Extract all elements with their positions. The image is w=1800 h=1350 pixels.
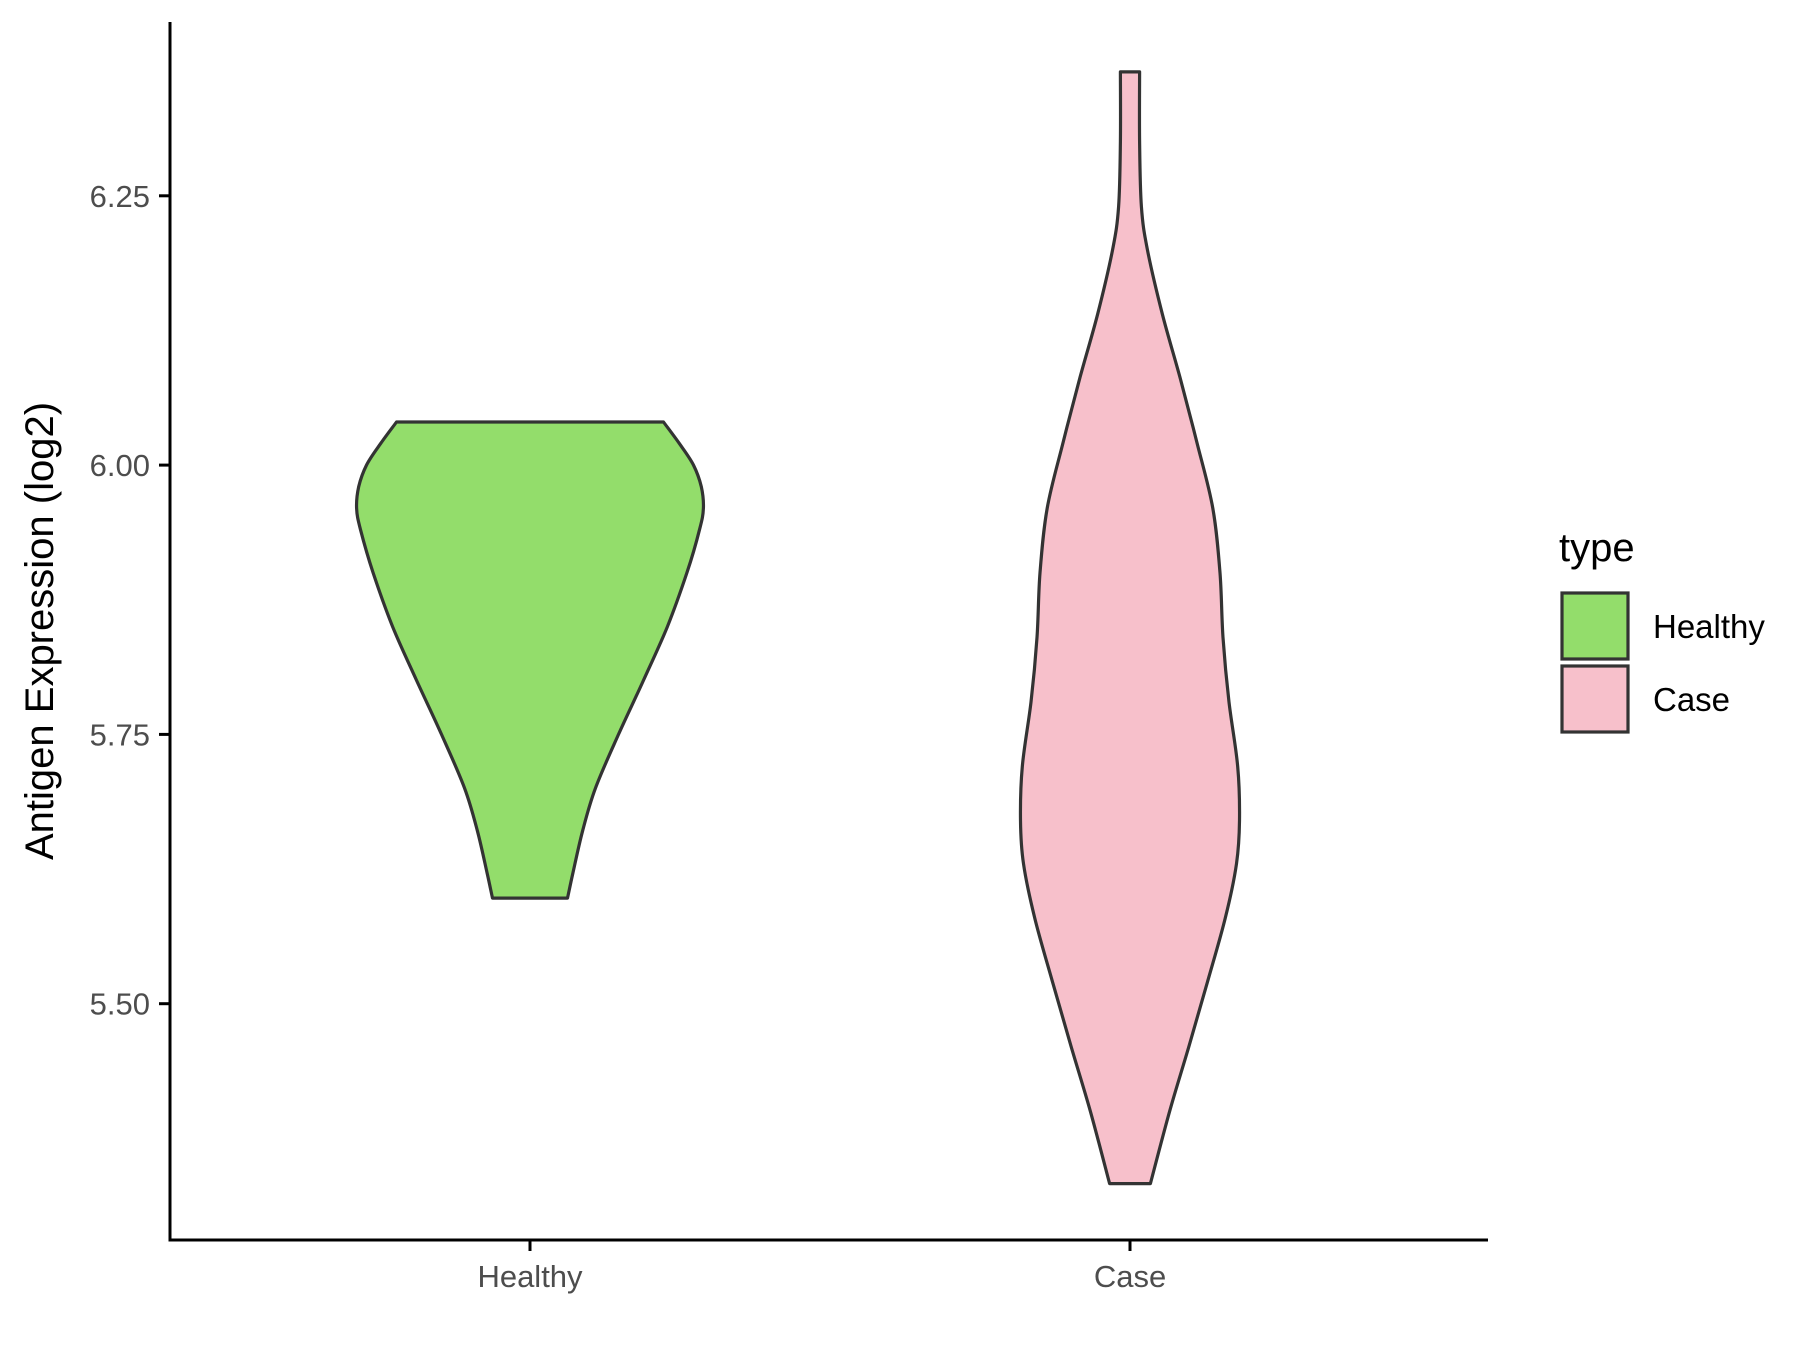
legend-label: Healthy (1653, 608, 1765, 645)
violin-case (1018, 70, 1242, 1186)
x-tick-label: Healthy (477, 1259, 583, 1294)
violin-layer (354, 70, 1242, 1186)
y-tick-label: 6.00 (90, 448, 150, 483)
legend-key-healthy (1560, 591, 1630, 661)
legend: type Healthy Case (1559, 526, 1765, 734)
x-ticks: Healthy Case (477, 1240, 1166, 1294)
violin-healthy (354, 420, 706, 900)
axes (168, 22, 1488, 1242)
legend-key-case (1560, 664, 1630, 734)
y-ticks: 5.50 5.75 6.00 6.25 (90, 179, 170, 1022)
y-tick-label: 5.50 (90, 987, 150, 1022)
y-tick-label: 5.75 (90, 717, 150, 752)
legend-title: type (1559, 526, 1635, 570)
y-axis-title: Antigen Expression (log2) (18, 402, 62, 860)
x-tick-label: Case (1094, 1259, 1166, 1294)
legend-label: Case (1653, 681, 1730, 718)
y-tick-label: 6.25 (90, 179, 150, 214)
